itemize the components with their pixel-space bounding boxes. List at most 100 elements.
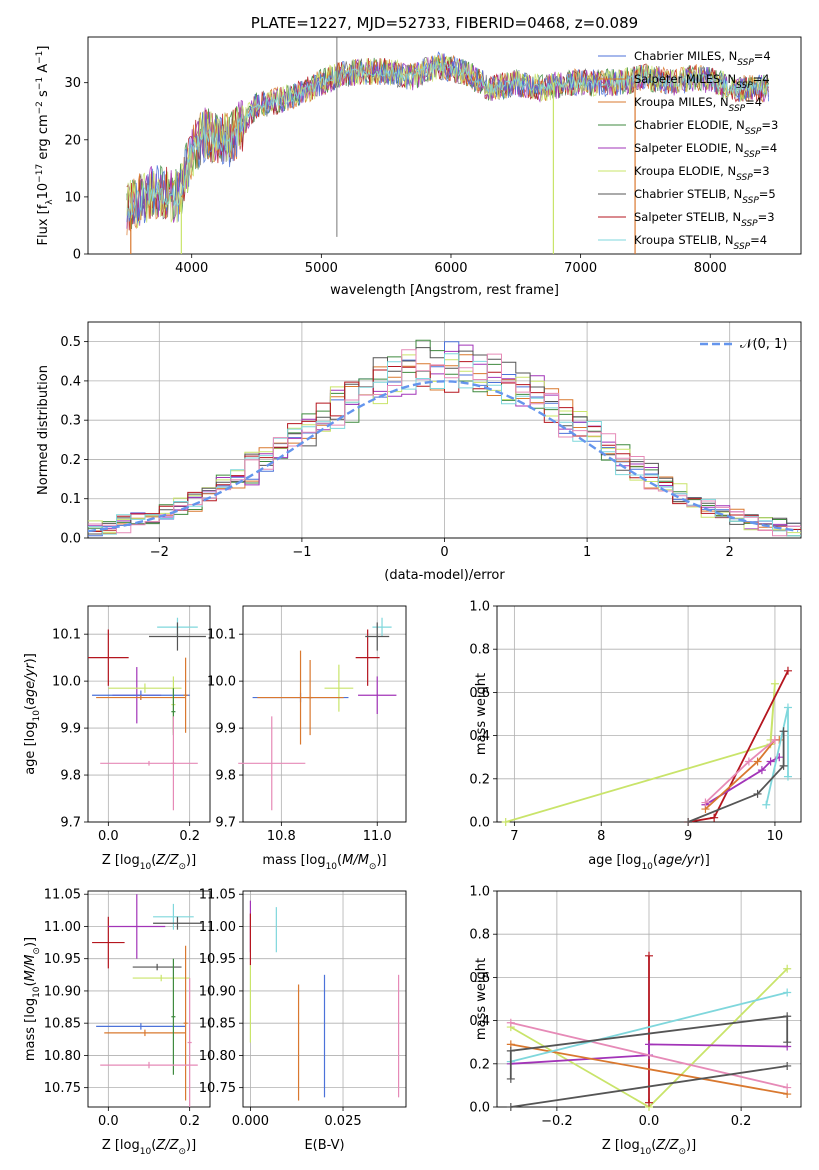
x-tick-label: −1 xyxy=(292,545,311,560)
y-tick-label: 0.5 xyxy=(60,335,81,350)
weight-line xyxy=(510,1021,788,1089)
legend-entry: Chabrier ELODIE, NSSP=3 xyxy=(634,118,778,137)
y-tick-label: 10.75 xyxy=(199,1081,236,1096)
x-tick-label: 0.000 xyxy=(232,1114,269,1129)
y-tick-label: 0.0 xyxy=(469,816,490,831)
x-tick-label: −0.2 xyxy=(541,1114,573,1129)
y-tick-label: 0.2 xyxy=(60,453,81,468)
chart-panel-3 xyxy=(84,605,211,826)
x-axis-label: Z [log10(Z/Z⊙)] xyxy=(602,1138,696,1157)
weight-marker xyxy=(506,1103,515,1111)
x-tick-label: 10.8 xyxy=(267,829,296,844)
y-tick-label: 10.1 xyxy=(52,628,81,643)
spectrum-line xyxy=(126,60,769,219)
chart-panel-2 xyxy=(84,321,802,542)
axes-frame xyxy=(242,605,407,823)
y-tick-label: 11.05 xyxy=(199,888,236,903)
weight-marker xyxy=(783,1012,792,1021)
x-axis-label: mass [log10(M/M⊙)] xyxy=(262,853,386,872)
weight-marker xyxy=(645,1098,653,1107)
x-axis-label: E(B-V) xyxy=(304,1138,344,1153)
weight-marker xyxy=(506,1046,515,1055)
x-tick-label: 1 xyxy=(583,545,591,560)
y-tick-label: 9.9 xyxy=(60,722,81,737)
y-axis-label: Flux [fλ10−17 erg cm−2 s−1 A−1] xyxy=(35,46,55,246)
weight-marker xyxy=(645,951,653,960)
weight-marker xyxy=(783,1061,792,1070)
legend-entry: Salpeter MILES, NSSP=4 xyxy=(634,72,770,91)
y-tick-label: 10.85 xyxy=(44,1017,81,1032)
weight-line xyxy=(509,1015,789,1079)
weight-line xyxy=(510,1043,788,1095)
y-tick-label: 9.7 xyxy=(215,816,236,831)
x-tick-label: 0.025 xyxy=(324,1114,361,1129)
weight-marker xyxy=(506,1074,515,1083)
y-tick-label: 0.1 xyxy=(60,492,81,507)
weight-marker xyxy=(701,798,710,807)
y-tick-label: 9.8 xyxy=(60,769,81,784)
x-tick-label: 8000 xyxy=(694,261,727,276)
weight-marker xyxy=(783,964,792,973)
x-tick-label: 10 xyxy=(767,829,784,844)
y-tick-label: 9.7 xyxy=(60,816,81,831)
chart-panel-1 xyxy=(84,36,802,258)
legend-entry: Salpeter STELIB, NSSP=3 xyxy=(634,210,775,229)
legend-entry: Kroupa STELIB, NSSP=4 xyxy=(634,233,767,252)
chart-panel-6 xyxy=(84,890,211,1111)
y-tick-label: 11.05 xyxy=(44,888,81,903)
x-tick-label: 9 xyxy=(684,829,692,844)
y-tick-label: 11.00 xyxy=(199,920,236,935)
x-tick-label: 0.2 xyxy=(179,829,200,844)
chart-title: PLATE=1227, MJD=52733, FIBERID=0468, z=0… xyxy=(251,14,638,32)
legend-entry: Kroupa ELODIE, NSSP=3 xyxy=(634,164,770,183)
x-tick-label: 6000 xyxy=(434,261,467,276)
weight-marker xyxy=(645,1040,653,1049)
y-tick-label: 0.2 xyxy=(469,1057,490,1072)
weight-marker xyxy=(779,761,788,770)
y-axis-label: mass weight xyxy=(474,673,489,755)
y-tick-label: 10.75 xyxy=(44,1081,81,1096)
x-tick-label: 0.2 xyxy=(179,1114,200,1129)
weight-marker xyxy=(783,988,792,997)
weight-marker xyxy=(770,679,779,688)
y-tick-label: 0.2 xyxy=(469,772,490,787)
x-tick-label: 7000 xyxy=(564,261,597,276)
x-tick-label: −2 xyxy=(150,545,169,560)
x-tick-label: 0.0 xyxy=(98,829,119,844)
weight-marker xyxy=(783,703,792,712)
y-tick-label: 20 xyxy=(64,133,81,148)
y-tick-label: 10.0 xyxy=(207,675,236,690)
weight-marker xyxy=(753,757,762,766)
y-tick-label: 0 xyxy=(73,248,81,263)
weight-marker xyxy=(753,789,762,798)
weight-marker xyxy=(744,757,753,766)
y-tick-label: 0.8 xyxy=(469,928,490,943)
y-tick-label: 0.0 xyxy=(60,532,81,547)
x-tick-label: 4000 xyxy=(175,261,208,276)
weight-line xyxy=(510,1043,788,1065)
chart-panel-4 xyxy=(238,605,407,826)
weight-line xyxy=(705,756,780,806)
x-axis-label: Z [log10(Z/Z⊙)] xyxy=(102,1138,196,1157)
x-tick-label: 8 xyxy=(597,829,605,844)
x-axis-label: wavelength [Angstrom, rest frame] xyxy=(330,283,559,298)
x-tick-label: 0.0 xyxy=(98,1114,119,1129)
weight-marker xyxy=(501,818,510,826)
y-tick-label: 9.9 xyxy=(215,722,236,737)
x-tick-label: 11.0 xyxy=(363,829,392,844)
y-axis-label: Normed distribution xyxy=(36,365,51,495)
chart-panel-7 xyxy=(239,890,407,1111)
axes-frame xyxy=(496,605,802,823)
axes-frame xyxy=(87,321,802,539)
y-tick-label: 10.95 xyxy=(44,952,81,967)
axes-frame xyxy=(87,890,211,1108)
y-tick-label: 9.8 xyxy=(215,769,236,784)
y-tick-label: 0.4 xyxy=(60,374,81,389)
weight-marker xyxy=(684,818,693,826)
y-tick-label: 11.00 xyxy=(44,920,81,935)
y-axis-label: mass [log10(M/M⊙)] xyxy=(23,937,42,1061)
x-tick-label: 0 xyxy=(440,545,448,560)
x-axis-label: (data-model)/error xyxy=(384,568,505,583)
weight-marker xyxy=(779,727,788,736)
